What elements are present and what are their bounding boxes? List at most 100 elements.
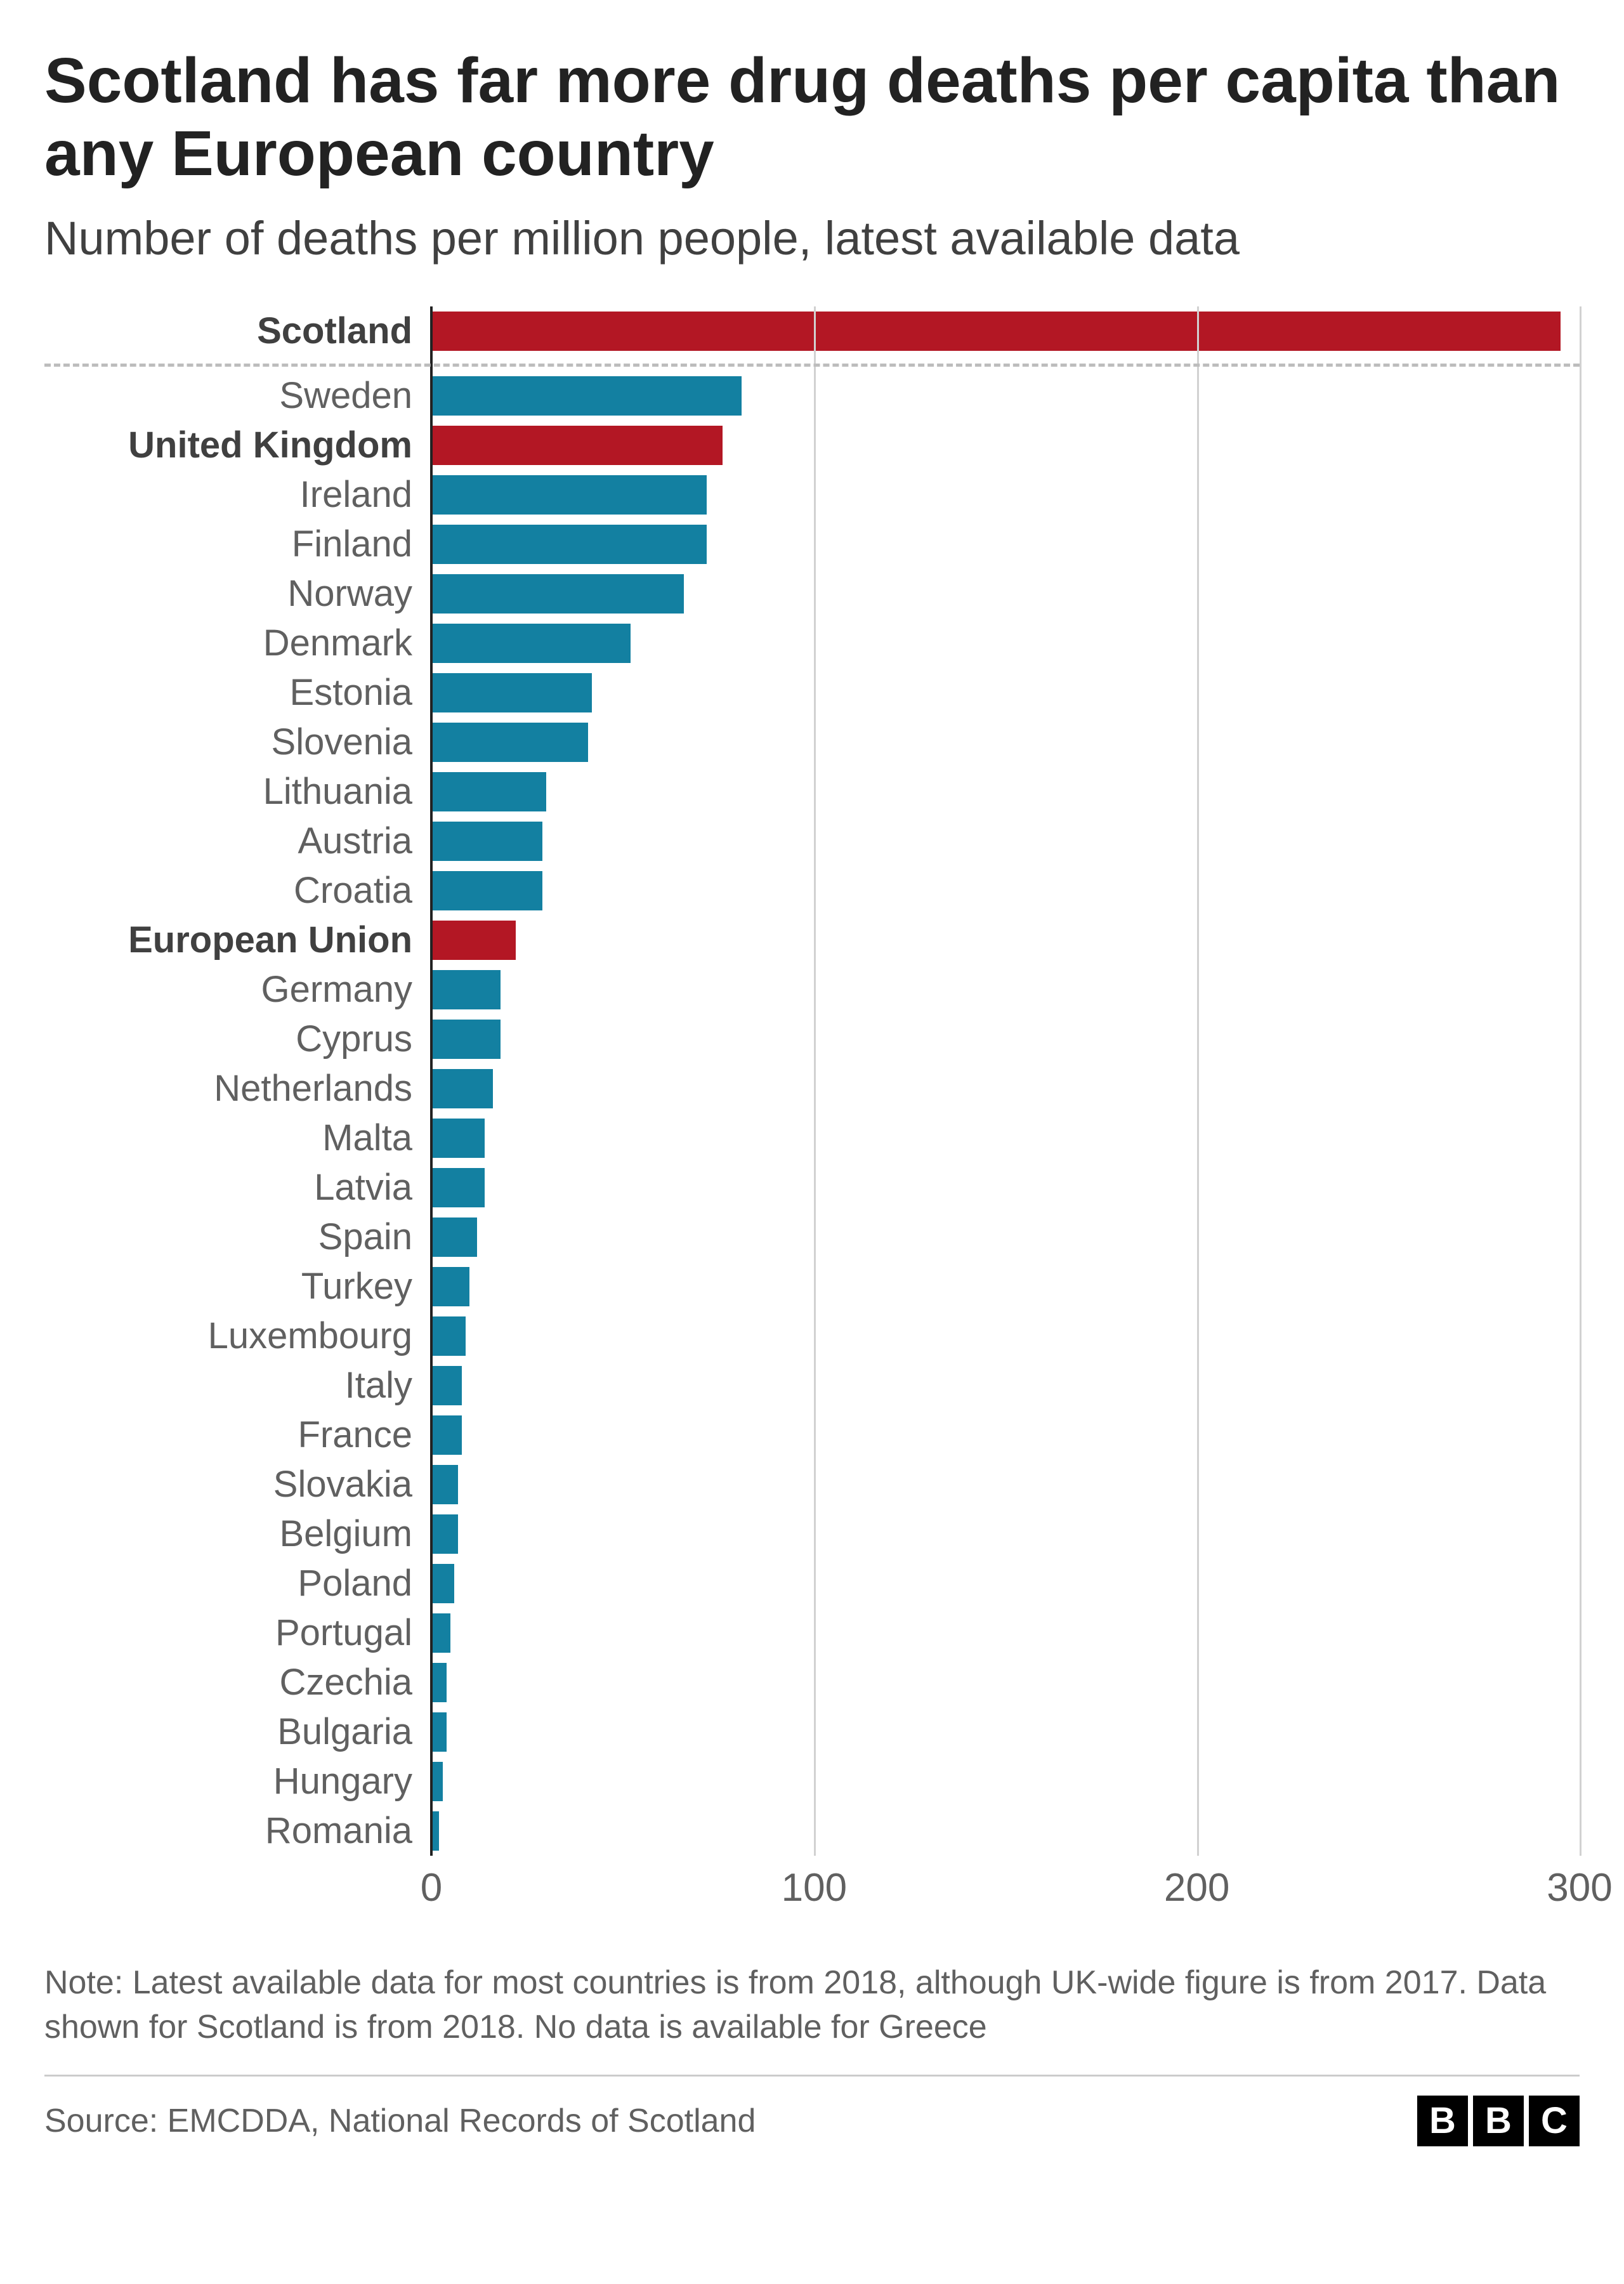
bar-label: Slovenia [44, 718, 431, 767]
bar-row [431, 1608, 1580, 1658]
x-tick-label: 0 [421, 1865, 442, 1910]
bar [431, 970, 501, 1009]
bar-label: Scotland [44, 306, 431, 356]
bar [431, 723, 588, 762]
bar-row [431, 866, 1580, 916]
bar [431, 1119, 485, 1158]
bar-label: European Union [44, 916, 431, 965]
bar [431, 1168, 485, 1207]
bar [431, 475, 707, 515]
bar-row [431, 1262, 1580, 1311]
x-axis-spacer [44, 1865, 431, 1929]
bar-row [431, 916, 1580, 965]
bbc-logo-box: B [1417, 2096, 1468, 2146]
divider-dash [431, 356, 1580, 371]
bar [431, 312, 1561, 351]
bar-row [431, 1460, 1580, 1509]
x-tick-label: 300 [1547, 1865, 1612, 1910]
bar-row [431, 371, 1580, 421]
bar-row [431, 1757, 1580, 1806]
bar [431, 376, 742, 416]
bar-row [431, 306, 1580, 356]
footer: Source: EMCDDA, National Records of Scot… [44, 2075, 1580, 2146]
bar-label: Denmark [44, 619, 431, 668]
bar-row [431, 1113, 1580, 1163]
bar [431, 1366, 462, 1405]
bar-label: Lithuania [44, 767, 431, 817]
x-tick-label: 100 [782, 1865, 847, 1910]
bar-label: Malta [44, 1113, 431, 1163]
bar-label: Croatia [44, 866, 431, 916]
bar [431, 673, 592, 712]
zero-axis-line [430, 306, 433, 1856]
bar-row [431, 619, 1580, 668]
bar-row [431, 767, 1580, 817]
bar [431, 1762, 443, 1801]
bar [431, 822, 542, 861]
bar-label: Portugal [44, 1608, 431, 1658]
bar-label: United Kingdom [44, 421, 431, 470]
source-text: Source: EMCDDA, National Records of Scot… [44, 2102, 756, 2140]
bar [431, 1316, 466, 1356]
bar-label: Luxembourg [44, 1311, 431, 1361]
bar-label: Poland [44, 1559, 431, 1608]
bar-row [431, 569, 1580, 619]
bar-label: Turkey [44, 1262, 431, 1311]
x-axis-labels: 0100200300 [431, 1865, 1580, 1929]
bar-row [431, 470, 1580, 520]
bar [431, 1564, 454, 1603]
bar-row [431, 520, 1580, 569]
bar-row [431, 1311, 1580, 1361]
chart-title: Scotland has far more drug deaths per ca… [44, 44, 1580, 190]
bar-label: Spain [44, 1212, 431, 1262]
bar-row [431, 817, 1580, 866]
bar-label: Czechia [44, 1658, 431, 1707]
bar [431, 1217, 477, 1257]
bar [431, 1465, 458, 1504]
gridline [1580, 306, 1581, 1856]
bar-row [431, 1410, 1580, 1460]
bar-label: Finland [44, 520, 431, 569]
chart-page: Scotland has far more drug deaths per ca… [0, 0, 1624, 2178]
bbc-logo-box: C [1529, 2096, 1580, 2146]
bar-row [431, 1212, 1580, 1262]
bbc-logo: BBC [1417, 2096, 1580, 2146]
bar [431, 1613, 450, 1653]
bar-row [431, 718, 1580, 767]
bars-area [431, 306, 1580, 1856]
x-tick-label: 200 [1164, 1865, 1229, 1910]
bar-label: France [44, 1410, 431, 1460]
bar [431, 1663, 447, 1702]
chart-footnote: Note: Latest available data for most cou… [44, 1960, 1580, 2049]
bar [431, 871, 542, 910]
bar-row [431, 1559, 1580, 1608]
bar-label: Italy [44, 1361, 431, 1410]
bar [431, 1514, 458, 1554]
bar-label: Sweden [44, 371, 431, 421]
bar-label: Cyprus [44, 1014, 431, 1064]
divider-dash-line [44, 364, 1580, 367]
bar [431, 624, 631, 663]
bbc-logo-box: B [1473, 2096, 1524, 2146]
bars-inner [431, 306, 1580, 1856]
bar-label: Slovakia [44, 1460, 431, 1509]
chart-subtitle: Number of deaths per million people, lat… [44, 209, 1580, 268]
bar-row [431, 1361, 1580, 1410]
bar [431, 1712, 447, 1752]
bar-row [431, 1658, 1580, 1707]
bar-label: Germany [44, 965, 431, 1014]
bar-row [431, 668, 1580, 718]
bar-label: Ireland [44, 470, 431, 520]
bar [431, 921, 516, 960]
bar-row [431, 1509, 1580, 1559]
bar-chart: Scotland SwedenUnited KingdomIrelandFinla… [44, 306, 1580, 1929]
bar [431, 1415, 462, 1455]
bar-label: Austria [44, 817, 431, 866]
bar-label: Latvia [44, 1163, 431, 1212]
bar-label: Belgium [44, 1509, 431, 1559]
bar-row [431, 1064, 1580, 1113]
bar-label: Bulgaria [44, 1707, 431, 1757]
bar [431, 574, 684, 614]
bar-row [431, 965, 1580, 1014]
bar-row [431, 1707, 1580, 1757]
